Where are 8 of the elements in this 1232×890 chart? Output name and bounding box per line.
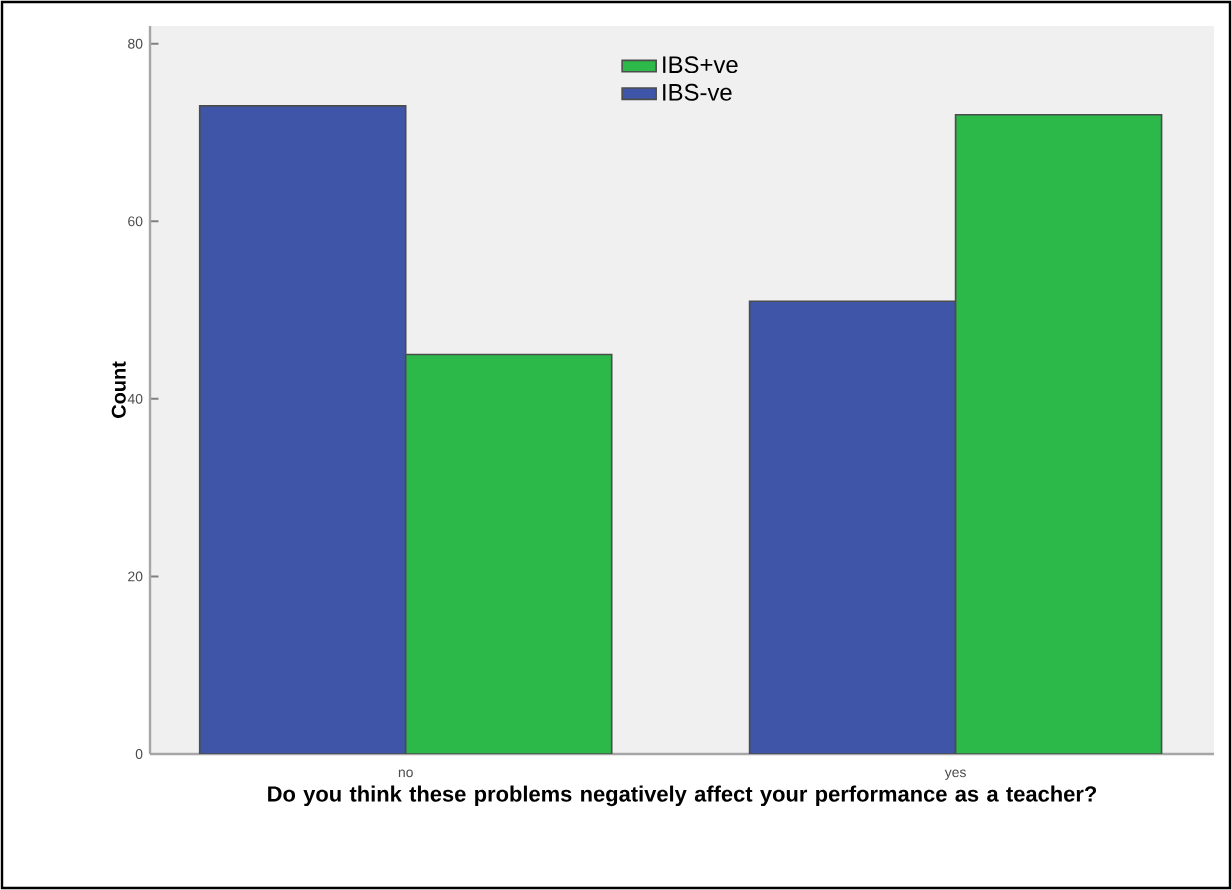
bar (198, 105, 407, 754)
y-axis-title: Count (111, 361, 126, 418)
x-axis-title: Do you think these problems negatively affect your performance as a teacher? (268, 785, 1097, 807)
legend-label: IBS+ve (663, 56, 738, 74)
legend-label: IBS-ve (663, 83, 732, 101)
bar (748, 300, 957, 754)
bar (954, 113, 1163, 754)
bar (404, 353, 613, 754)
